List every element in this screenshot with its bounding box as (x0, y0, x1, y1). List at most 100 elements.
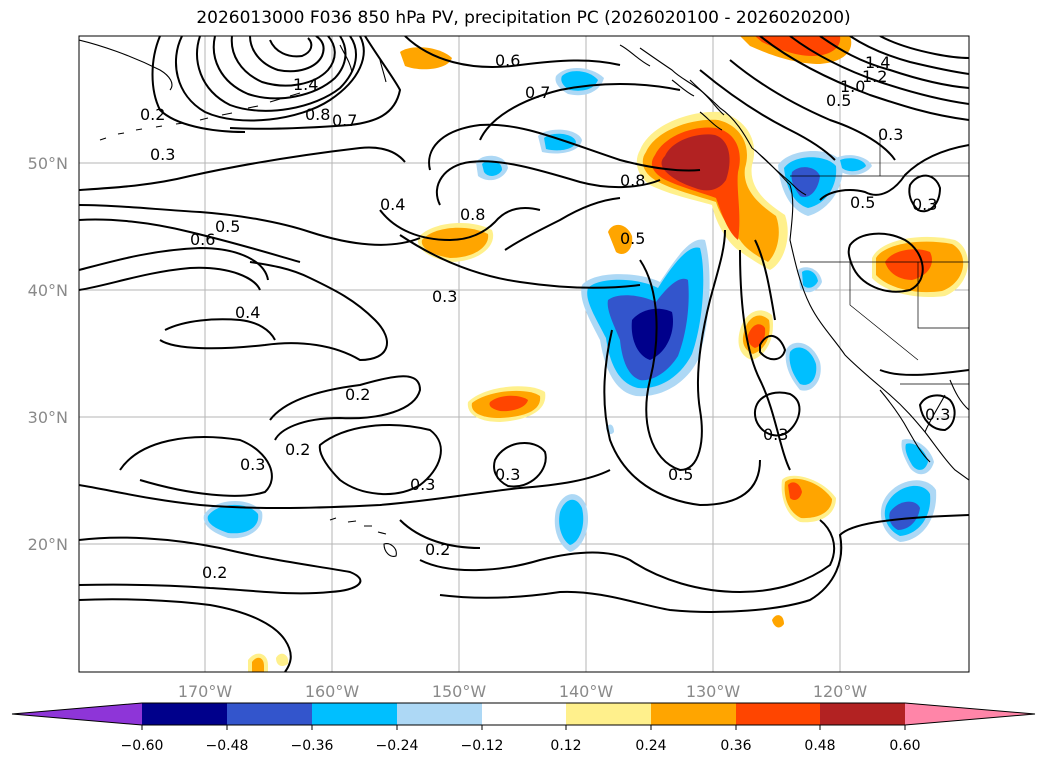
contour (479, 83, 681, 141)
contour (639, 229, 726, 472)
colorbar-tick-label: 0.60 (889, 738, 920, 754)
precip-area (608, 224, 633, 255)
coastline-baja (879, 389, 946, 463)
lon-tick-label: 170°W (178, 682, 233, 701)
contour-label: 0.5 (668, 465, 693, 484)
contour-label: 0.2 (425, 540, 450, 559)
contour (229, 36, 402, 130)
map-frame (78, 35, 970, 673)
precip-area (421, 227, 489, 258)
contour (212, 36, 347, 100)
lon-tick-label: 130°W (686, 682, 741, 701)
contour (318, 424, 442, 496)
contour (908, 174, 942, 213)
contour-label: 0.3 (495, 465, 520, 484)
contour (79, 218, 301, 263)
colorbar-segment (227, 703, 312, 725)
colorbar-tick-label: −0.48 (206, 738, 249, 754)
contour-label: 0.3 (432, 287, 457, 306)
lat-tick-label: 30°N (28, 408, 68, 427)
contour-label: 0.8 (460, 205, 485, 224)
colorbar-segment (397, 703, 482, 725)
contour (493, 441, 547, 488)
contour (789, 36, 969, 105)
contour (164, 318, 276, 341)
precip-area (482, 160, 502, 176)
contour (849, 36, 969, 75)
contour (759, 36, 969, 121)
colorbar-extend-min (12, 703, 142, 725)
contour-label: 0.4 (380, 195, 405, 214)
colorbar-segment (651, 703, 736, 725)
colorbar-tick-label: −0.36 (291, 738, 334, 754)
pv-contours (79, 36, 969, 672)
contour (269, 375, 422, 441)
precip-area (559, 499, 584, 545)
contour (419, 519, 836, 594)
contour (699, 69, 836, 161)
contour-label: 0.2 (140, 105, 165, 124)
border-ca-nv (849, 262, 919, 361)
colorbar-segment (142, 703, 227, 725)
contour (404, 36, 621, 68)
contour (379, 207, 541, 242)
contour (754, 239, 776, 321)
coastline-hawaii (329, 517, 397, 557)
contour (399, 234, 641, 289)
contour-label: 1.0 (840, 77, 865, 96)
contour-label: 0.3 (878, 125, 903, 144)
coastlines (79, 39, 969, 557)
contour (79, 146, 406, 191)
contour-label: 1.4 (865, 53, 890, 72)
contour (269, 37, 313, 58)
lon-tick-label: 140°W (559, 682, 614, 701)
contour-label: 0.2 (202, 563, 227, 582)
contour-label: 1.2 (862, 67, 887, 86)
contour (196, 36, 357, 112)
precip-area (905, 443, 928, 470)
contour (79, 204, 421, 246)
contour-label: 0.3 (912, 195, 937, 214)
contour-label: 0.3 (150, 145, 175, 164)
contour (847, 232, 924, 293)
colorbar-tick-label: −0.12 (461, 738, 504, 754)
coastline-na (689, 79, 969, 481)
contour (159, 261, 388, 362)
contour-label: 0.4 (235, 303, 260, 322)
lon-tick-label: 160°W (305, 682, 360, 701)
contour (230, 36, 336, 87)
coastline-alaska-west (79, 39, 173, 91)
contour (918, 394, 956, 432)
colorbar-tick-label: 0.12 (550, 738, 581, 754)
contour (879, 36, 969, 59)
precip-area (840, 158, 866, 172)
contour (759, 335, 787, 361)
contour-label: 0.3 (925, 405, 950, 424)
lat-tick-label: 20°N (28, 535, 68, 554)
colorbar: −0.60 −0.48 −0.36 −0.24 −0.12 0.12 0.24 … (11, 702, 1036, 754)
precip-area (252, 657, 264, 672)
contour (79, 266, 261, 291)
contour (435, 160, 661, 206)
colorbar-segment (482, 703, 566, 725)
precip-area (772, 615, 784, 628)
contour-label: 0.7 (525, 83, 550, 102)
precip-area (789, 347, 817, 385)
coastline-alaska-south (339, 44, 387, 83)
contour-label: 0.3 (240, 455, 265, 474)
contour-label: 0.8 (305, 105, 330, 124)
coastline-alaska (639, 47, 725, 116)
colorbar-segment (820, 703, 905, 725)
precip-area (631, 308, 674, 360)
contour (175, 36, 365, 122)
contour (399, 519, 481, 549)
contour-labels: 1.4 0.8 0.7 0.6 0.7 0.8 0.8 0.4 0.5 0.6 … (140, 51, 950, 582)
contour (79, 469, 611, 510)
contour-label: 0.3 (410, 475, 435, 494)
contour (151, 36, 246, 133)
lon-tick-label: 150°W (432, 682, 487, 701)
lon-ticks: 170°W 160°W 150°W 140°W 130°W 120°W (178, 682, 868, 701)
precip-area (489, 395, 528, 412)
precip-positive-areas (248, 36, 968, 672)
